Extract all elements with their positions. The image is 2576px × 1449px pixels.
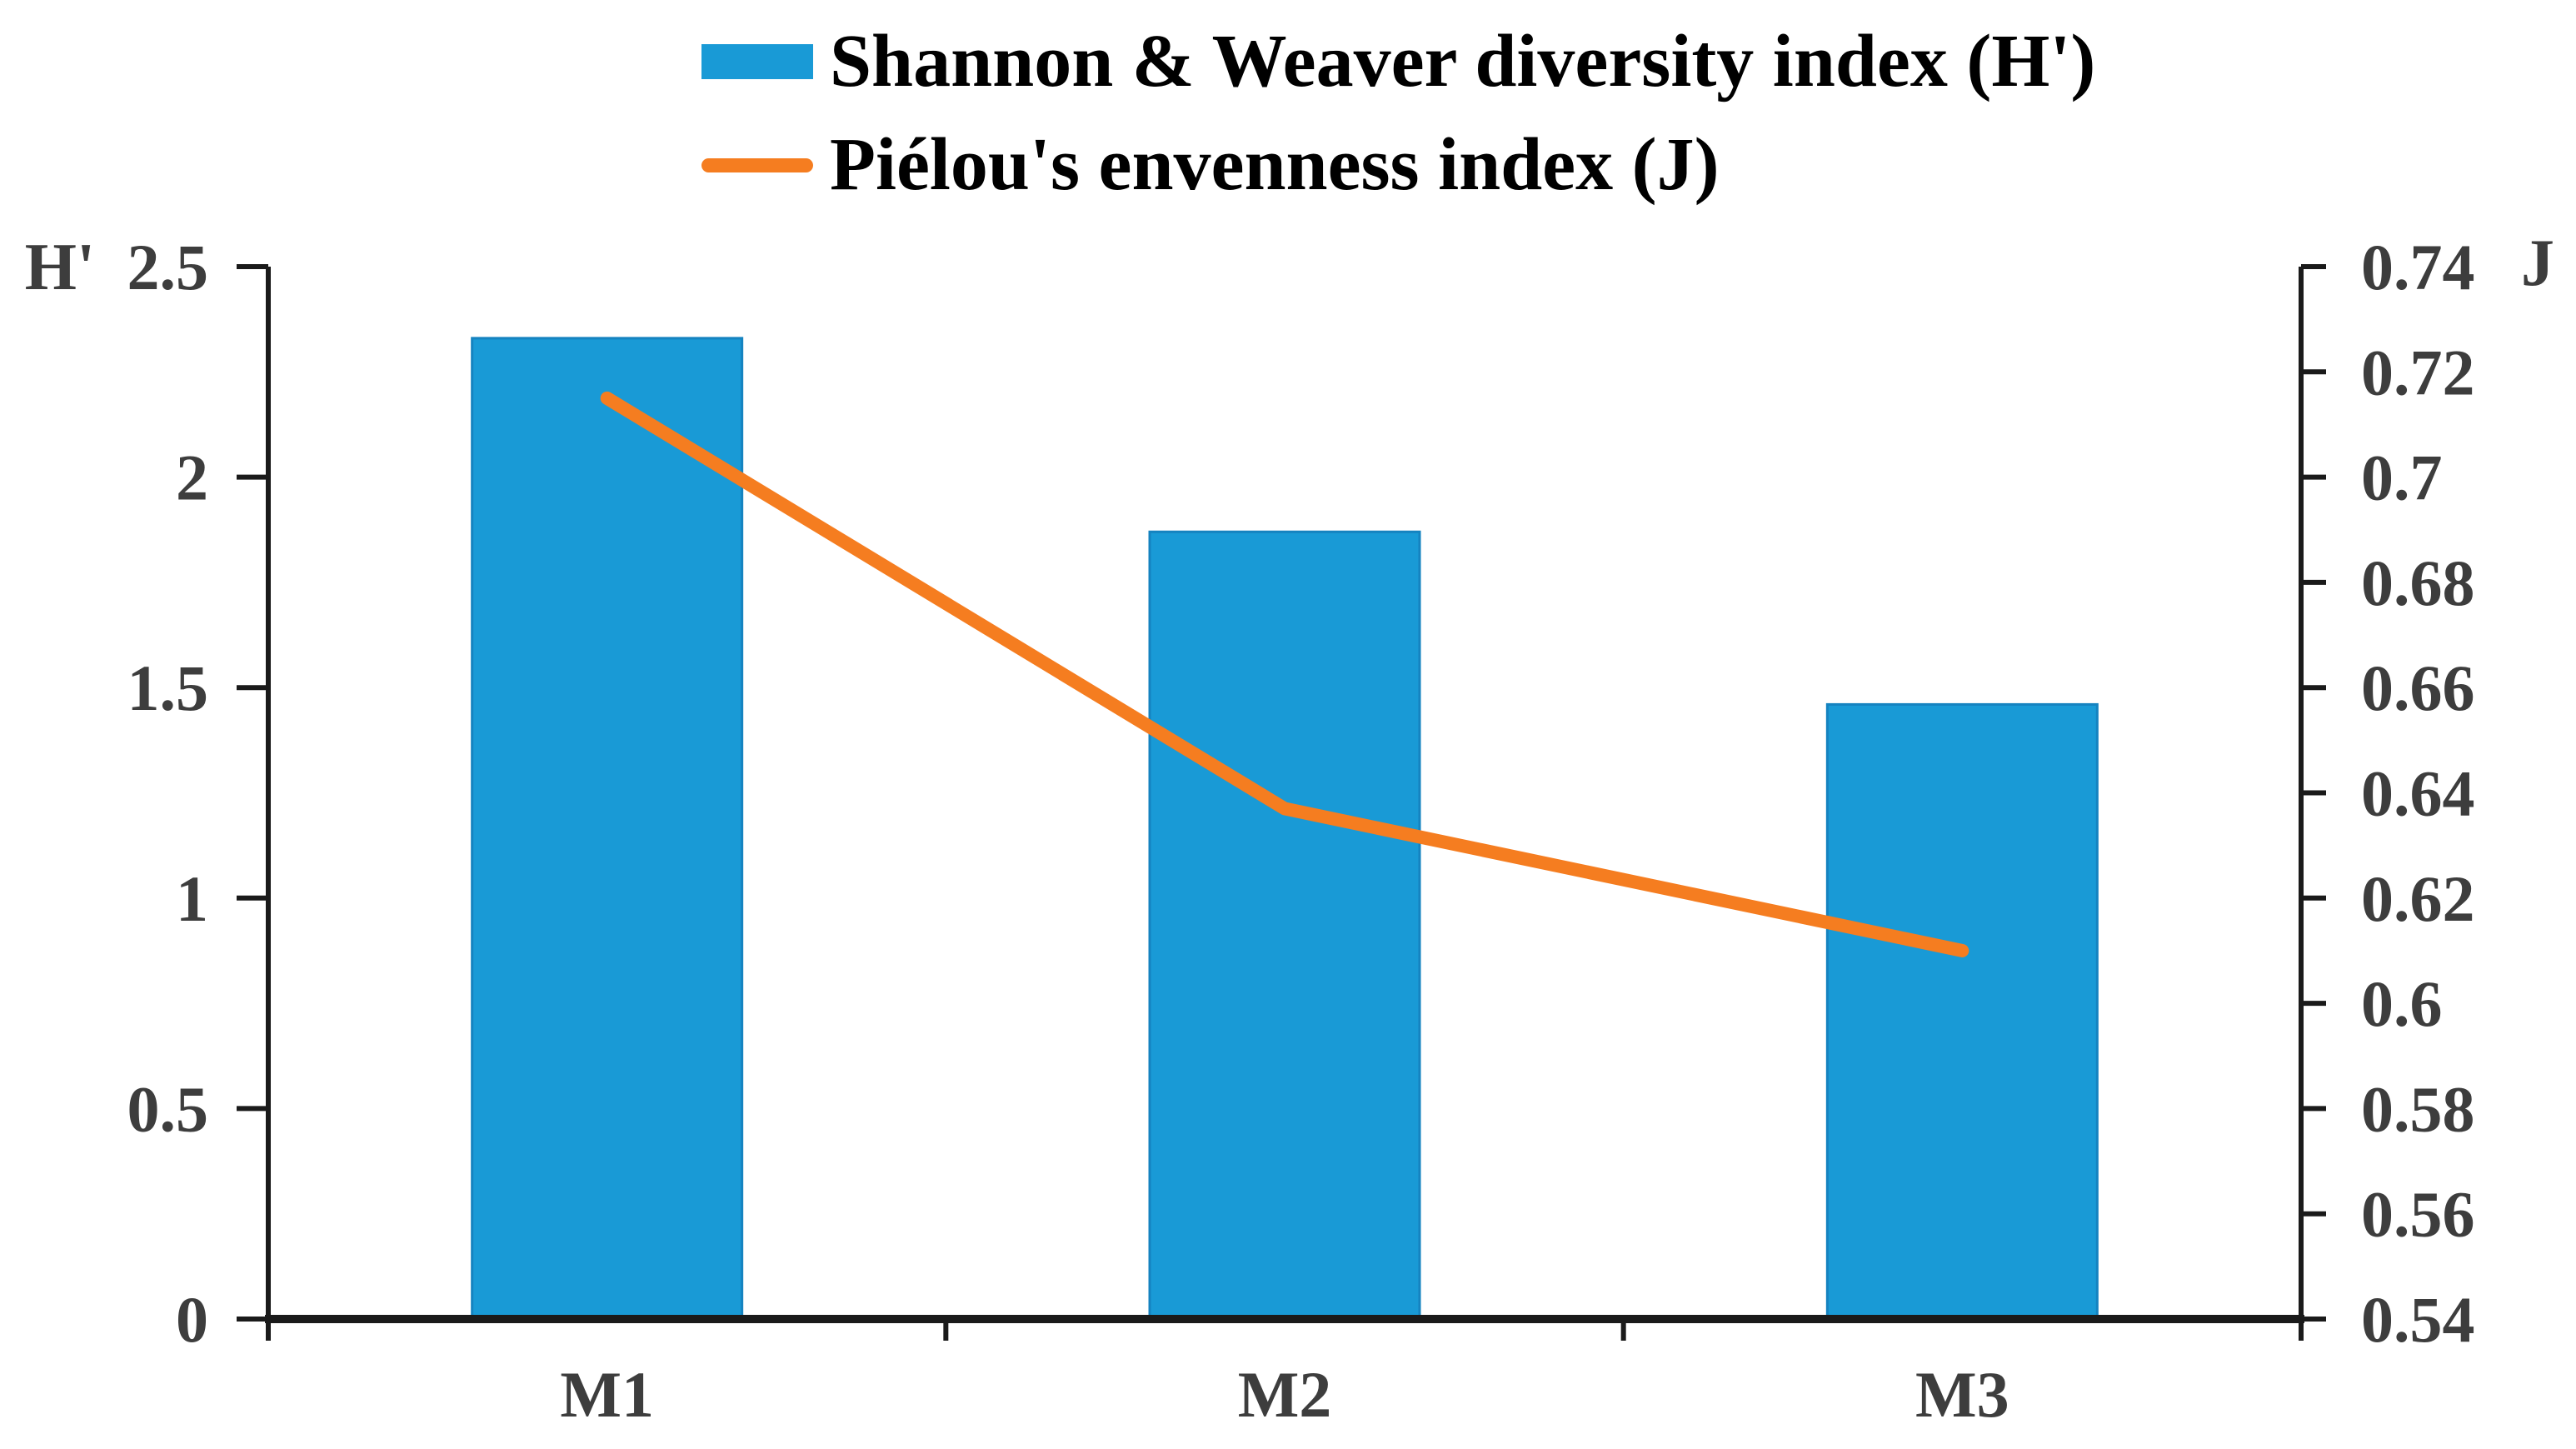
evenness-line: [600, 391, 1969, 957]
right-axis-tick-label: 0.54: [2361, 1283, 2475, 1356]
right-axis-title: J: [2521, 227, 2554, 300]
category-label-M2: M2: [1238, 1358, 1332, 1431]
legend-bar-swatch-icon: [701, 44, 813, 79]
right-axis-tick-label: 0.62: [2361, 862, 2475, 935]
legend-item-shannon: Shannon & Weaver diversity index (H'): [701, 22, 2095, 102]
left-axis-tick-label: 1: [176, 862, 208, 935]
right-axis-tick-label: 0.6: [2361, 967, 2443, 1040]
legend: Shannon & Weaver diversity index (H') Pi…: [701, 22, 2095, 205]
bar-M3: [1825, 702, 2099, 1321]
category-label-M3: M3: [1915, 1358, 2009, 1431]
legend-item-pielou: Piélou's envenness index (J): [701, 125, 2095, 205]
left-axis-tick-label: 2.5: [127, 231, 209, 303]
right-axis-tick-label: 0.58: [2361, 1072, 2475, 1145]
legend-label-shannon: Shannon & Weaver diversity index (H'): [830, 20, 2096, 102]
right-axis-tick-label: 0.56: [2361, 1178, 2475, 1251]
right-axis-tick-label: 0.72: [2361, 336, 2475, 408]
left-axis-tick-label: 0.5: [127, 1072, 209, 1145]
bar-M2: [1148, 530, 1421, 1321]
right-axis-tick-label: 0.68: [2361, 547, 2475, 619]
right-axis-tick-label: 0.64: [2361, 757, 2475, 830]
legend-line-swatch-icon: [701, 157, 813, 172]
left-axis-tick-label: 2: [176, 442, 208, 514]
right-axis-tick-label: 0.66: [2361, 652, 2475, 724]
bar-M1: [471, 337, 744, 1321]
right-axis-tick-label: 0.74: [2361, 231, 2475, 303]
legend-label-pielou: Piélou's envenness index (J): [830, 123, 1720, 206]
left-axis-tick-label: 0: [176, 1283, 208, 1356]
right-axis-tick-label: 0.7: [2361, 442, 2443, 514]
category-label-M1: M1: [560, 1358, 654, 1431]
left-axis-tick-label: 1.5: [127, 652, 209, 724]
left-axis-title: H': [25, 231, 95, 304]
